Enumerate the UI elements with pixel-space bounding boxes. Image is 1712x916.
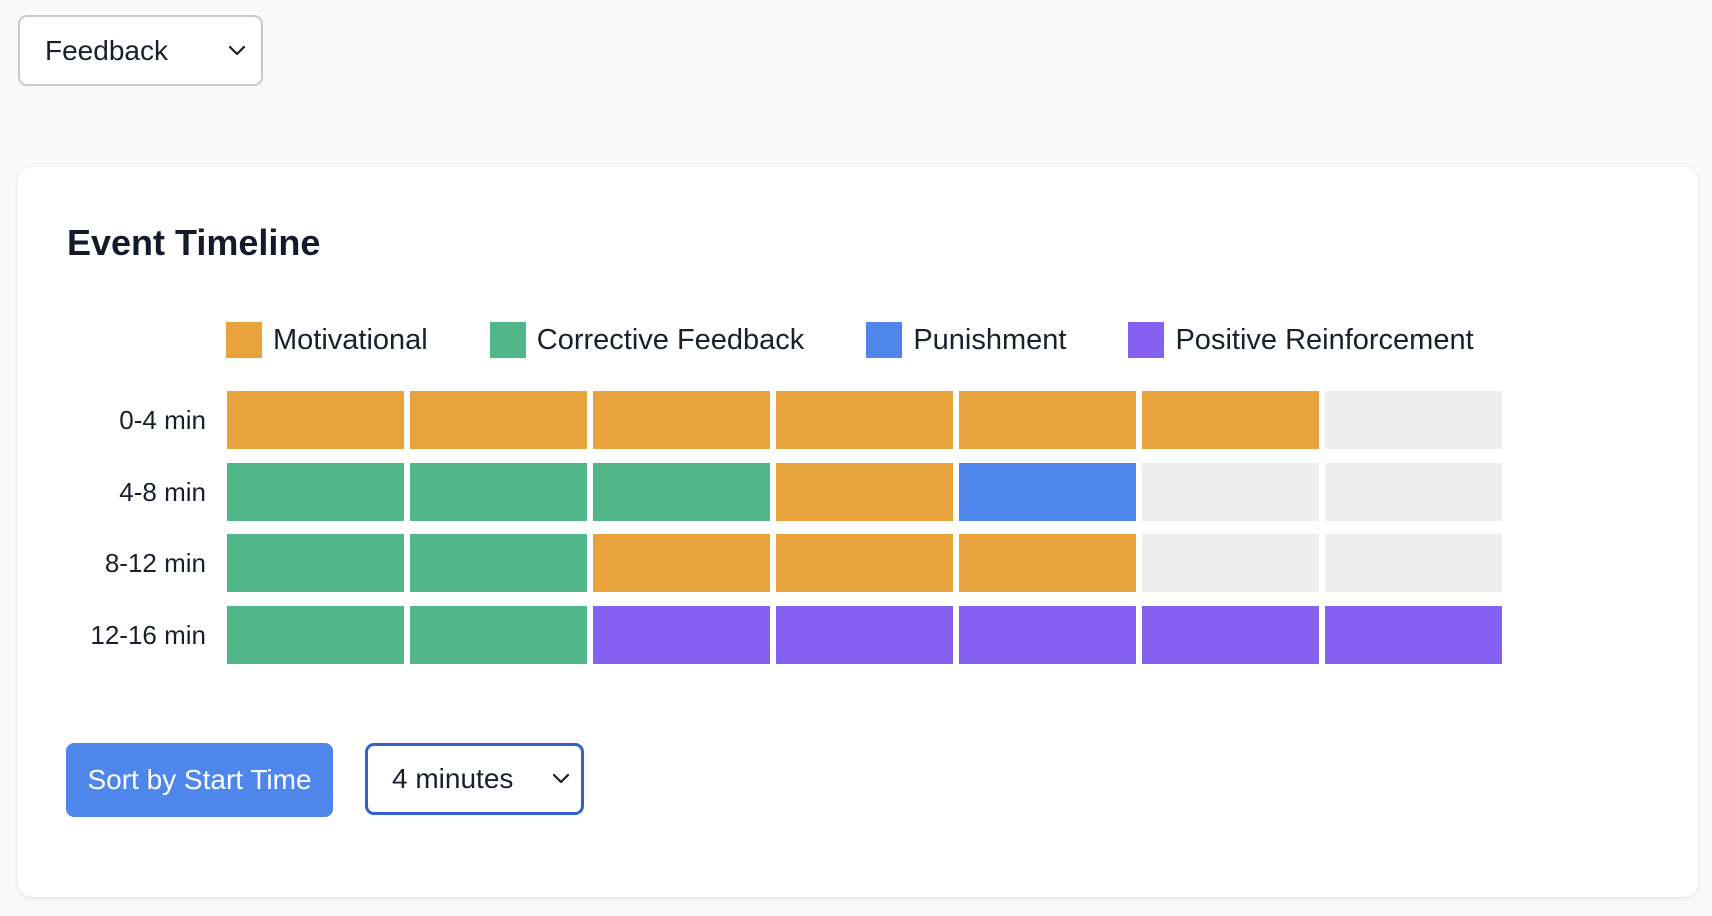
event-cell[interactable] — [593, 534, 770, 592]
timeline-cells — [227, 391, 1502, 449]
timeline-row: 4-8 min — [18, 462, 1518, 521]
legend-item: Motivational — [226, 322, 428, 358]
timeline-cells — [227, 462, 1502, 521]
legend-swatch — [226, 322, 262, 358]
event-cell[interactable] — [410, 534, 587, 592]
legend-label: Positive Reinforcement — [1175, 323, 1474, 356]
empty-cell — [1142, 462, 1319, 521]
empty-cell — [1325, 391, 1502, 449]
row-label: 4-8 min — [119, 476, 206, 507]
legend-item: Punishment — [866, 322, 1066, 358]
interval-select[interactable]: 4 minutes — [365, 743, 584, 815]
event-cell[interactable] — [776, 462, 953, 521]
category-select-value: Feedback — [45, 34, 168, 66]
event-cell[interactable] — [959, 391, 1136, 449]
event-cell[interactable] — [227, 605, 404, 664]
timeline-row: 12-16 min — [18, 605, 1518, 664]
event-cell[interactable] — [959, 534, 1136, 592]
event-cell[interactable] — [410, 605, 587, 664]
legend-label: Motivational — [273, 323, 428, 356]
event-cell[interactable] — [593, 391, 770, 449]
event-cell[interactable] — [1325, 605, 1502, 664]
empty-cell — [1325, 462, 1502, 521]
legend-label: Punishment — [913, 323, 1067, 356]
event-cell[interactable] — [1142, 391, 1319, 449]
event-cell[interactable] — [410, 391, 587, 449]
category-select[interactable]: Feedback — [18, 15, 263, 86]
event-timeline-card: Event Timeline Motivational Corrective Fe… — [18, 167, 1698, 897]
chevron-down-icon — [552, 773, 570, 784]
legend-swatch — [1128, 322, 1165, 358]
row-label: 0-4 min — [119, 405, 206, 435]
event-cell[interactable] — [227, 462, 404, 521]
event-cell[interactable] — [227, 391, 404, 449]
legend: Motivational Corrective Feedback Punishmen… — [226, 322, 1474, 358]
row-label: 12-16 min — [90, 619, 206, 650]
event-cell[interactable] — [593, 462, 770, 521]
legend-item: Positive Reinforcement — [1128, 322, 1474, 358]
event-cell[interactable] — [776, 605, 953, 664]
event-cell[interactable] — [410, 462, 587, 521]
event-cell[interactable] — [959, 462, 1136, 521]
event-cell[interactable] — [959, 605, 1136, 664]
timeline-row: 0-4 min — [18, 391, 1518, 449]
row-label: 8-12 min — [104, 548, 206, 578]
legend-swatch — [489, 322, 526, 358]
event-cell[interactable] — [776, 391, 953, 449]
sort-by-start-time-button[interactable]: Sort by Start Time — [66, 743, 333, 817]
empty-cell — [1325, 534, 1502, 592]
event-cell[interactable] — [1142, 605, 1319, 664]
chevron-down-icon — [228, 45, 246, 55]
timeline-row: 8-12 min — [18, 534, 1518, 592]
legend-swatch — [866, 322, 903, 358]
event-cell[interactable] — [227, 534, 404, 592]
event-cell[interactable] — [593, 605, 770, 664]
legend-label: Corrective Feedback — [536, 323, 805, 356]
empty-cell — [1142, 534, 1319, 592]
interval-select-value: 4 minutes — [392, 763, 514, 794]
timeline-cells — [227, 534, 1502, 592]
timeline-cells — [227, 605, 1502, 664]
event-cell[interactable] — [776, 534, 953, 592]
legend-item: Corrective Feedback — [489, 322, 805, 358]
card-title: Event Timeline — [67, 222, 321, 263]
